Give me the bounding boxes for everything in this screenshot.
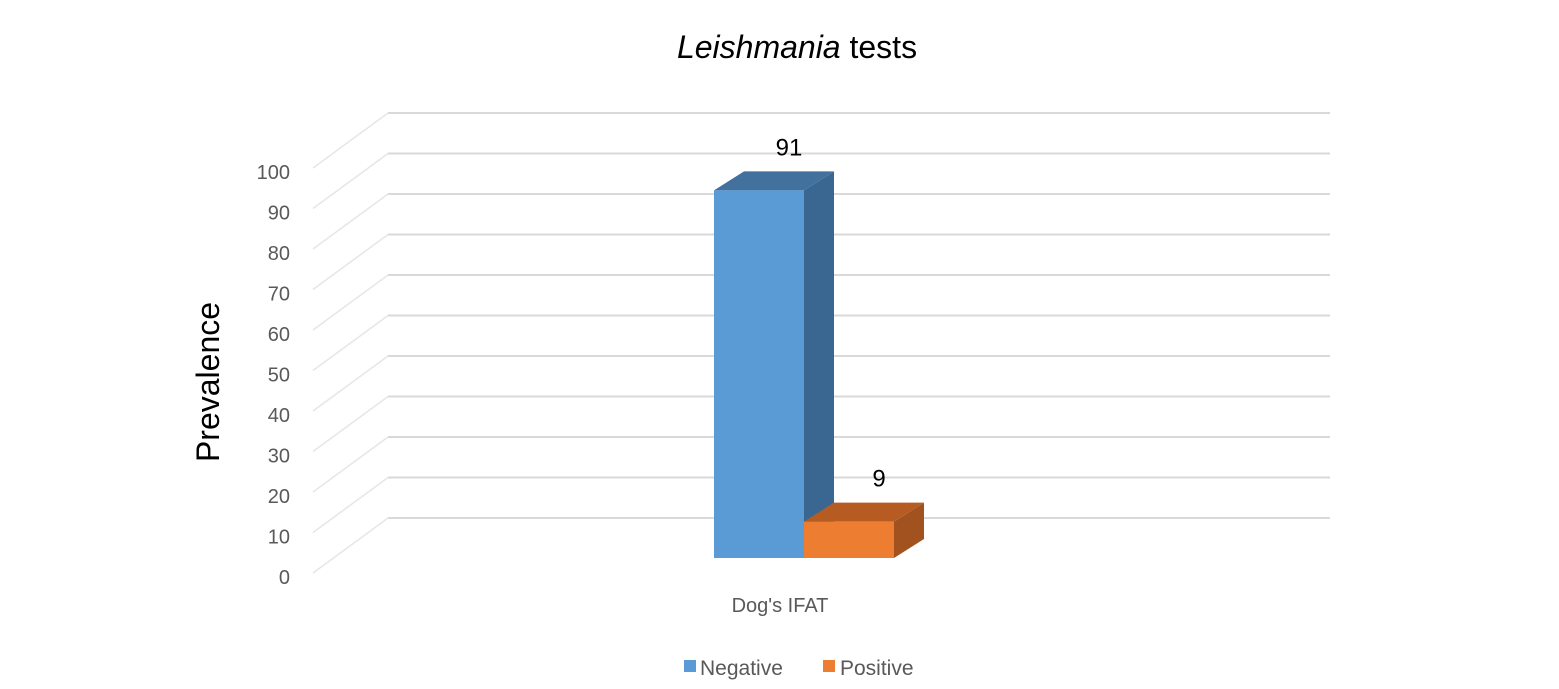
chart-title-plain: tests [841, 29, 917, 65]
gridline-side [312, 193, 389, 250]
bar-side-positive [894, 502, 924, 558]
bar-top-negative [714, 171, 834, 191]
gridline-side [312, 355, 389, 412]
y-tick-label: 40 [268, 405, 290, 427]
data-label-positive: 9 [872, 466, 885, 493]
gridlines [312, 112, 1330, 574]
gridline-side [312, 152, 389, 210]
chart-title: Leishmania tests [677, 29, 917, 65]
y-tick-label: 80 [268, 243, 290, 265]
bar-front-positive [804, 521, 894, 558]
y-tick-label: 10 [268, 527, 290, 549]
gridline-side [312, 476, 389, 534]
gridline-side [312, 517, 389, 574]
bar-side-negative [804, 171, 834, 559]
y-tick-label: 30 [268, 446, 290, 468]
y-tick-label: 60 [268, 324, 290, 346]
y-tick-label: 20 [268, 486, 290, 508]
legend-label: Negative [700, 657, 783, 680]
y-tick-label: 90 [268, 203, 290, 225]
y-tick-label: 100 [257, 162, 290, 184]
legend-item-positive: Positive [823, 657, 914, 680]
gridline-side [312, 395, 389, 453]
gridline-side [312, 436, 389, 493]
chart-title-italic: Leishmania [677, 29, 841, 65]
y-axis-ticks: 0 10 20 30 40 50 60 70 80 90 100 [257, 162, 290, 589]
y-tick-label: 70 [268, 284, 290, 306]
bars [714, 171, 924, 559]
legend-swatch [684, 660, 696, 672]
bar-positive [804, 502, 924, 558]
gridline-side [312, 112, 389, 169]
bar-negative [714, 171, 834, 559]
bar-front-negative [714, 190, 804, 559]
gridline-side [312, 274, 389, 331]
data-labels: 91 9 [776, 134, 886, 492]
legend-item-negative: Negative [684, 657, 783, 680]
x-category-label: Dog's IFAT [732, 595, 829, 617]
gridline-side [312, 233, 389, 291]
legend-label: Positive [840, 657, 914, 680]
y-axis-label: Prevalence [190, 302, 226, 462]
y-tick-label: 50 [268, 365, 290, 387]
legend: Negative Positive [684, 657, 914, 680]
legend-swatch [823, 660, 835, 672]
bar-top-positive [804, 502, 924, 522]
gridline-side [312, 314, 389, 372]
y-tick-label: 0 [279, 567, 290, 589]
data-label-negative: 91 [776, 134, 803, 161]
